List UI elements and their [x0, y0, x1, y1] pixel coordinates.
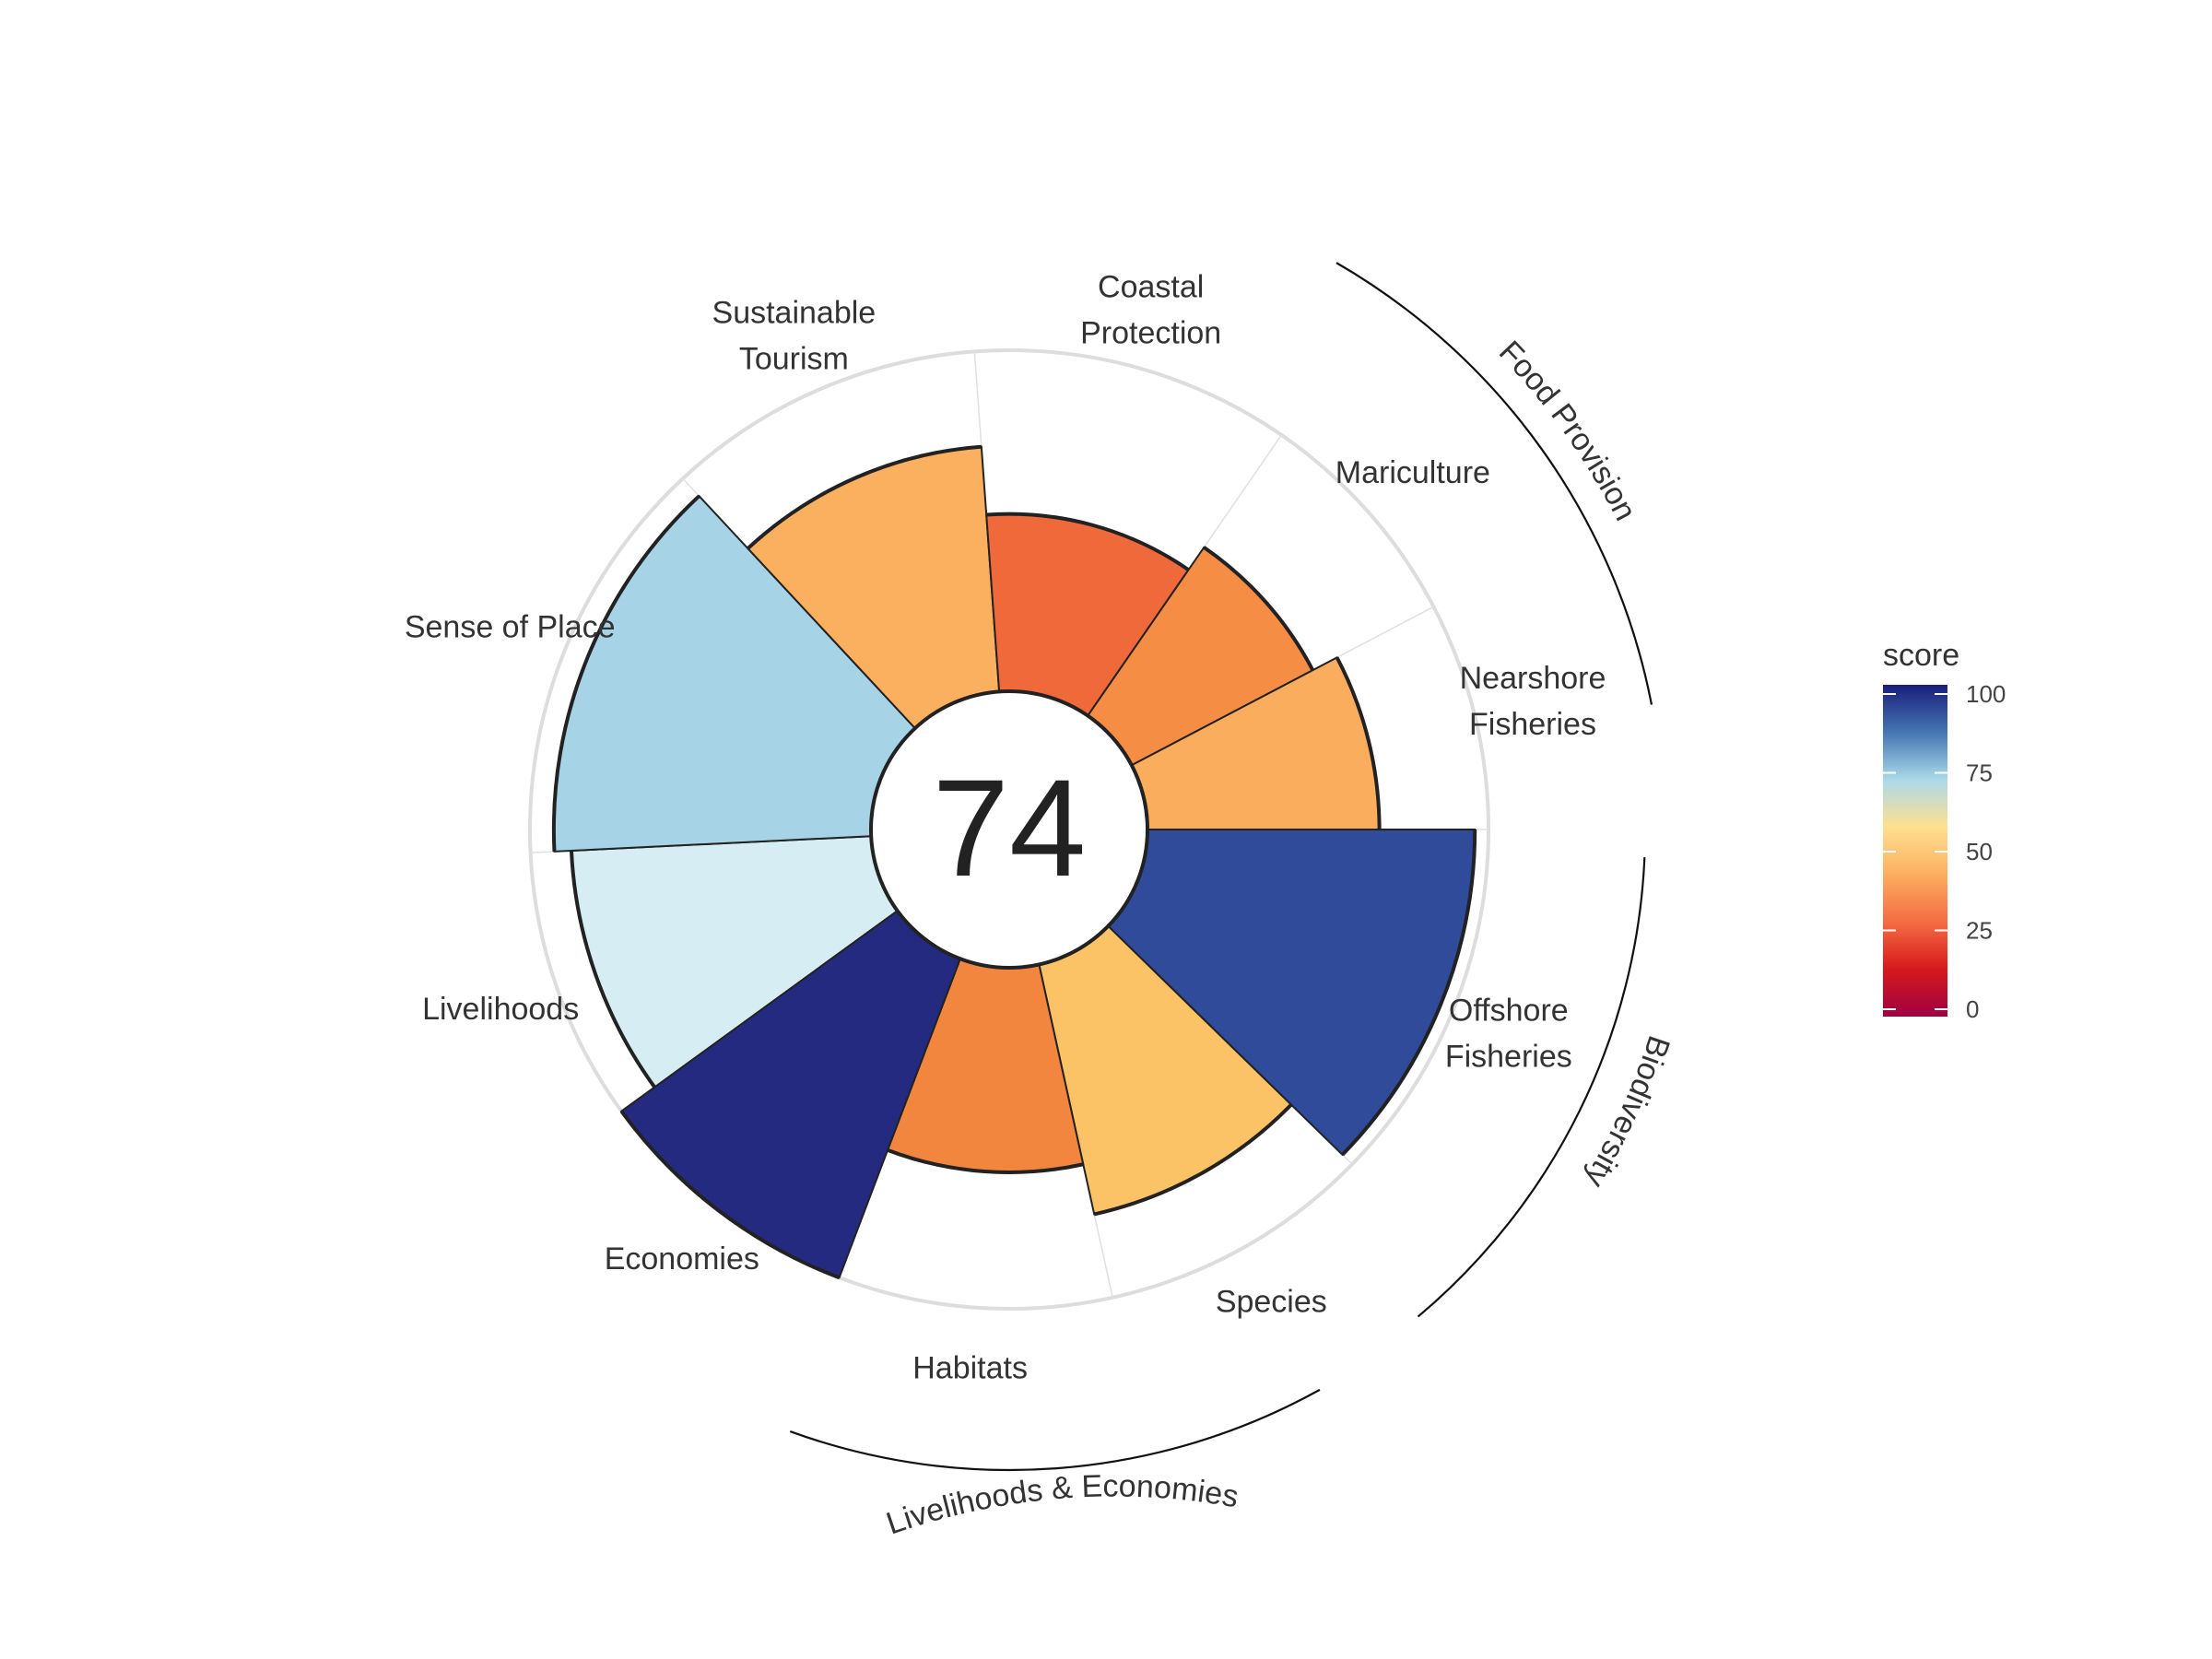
petal-edge-species	[1093, 1103, 1293, 1217]
legend-title: score	[1883, 638, 1959, 673]
center-circle	[869, 689, 1149, 970]
petal-edge-offshore-fisheries	[1341, 829, 1477, 1157]
goal-label-mariculture: Mariculture	[1335, 455, 1490, 490]
score-legend: score 0 25 50 75 100	[1883, 638, 2006, 1023]
legend-ticks: 0 25 50 75 100	[1883, 680, 2006, 1023]
group-bracket-biodiversity	[1417, 857, 1646, 1318]
group-label-biodiversity: Biodiversity	[1578, 1031, 1677, 1194]
goal-label-offshore-fisheries: Offshore Fisheries	[1445, 994, 1572, 1075]
legend-tick-label-50: 50	[1966, 838, 1993, 865]
petal-layer	[551, 444, 1477, 1280]
legend-tick-label-75: 75	[1966, 759, 1993, 787]
group-label-food-provision: Food Provision	[1492, 335, 1643, 526]
overall-score: 74	[933, 750, 1087, 905]
group-bracket-food-provision	[1335, 262, 1653, 705]
goal-label-economies: Economies	[605, 1241, 759, 1277]
petal-edge-economies	[619, 1110, 841, 1280]
legend-tick-label-25: 25	[1966, 917, 1993, 945]
goal-label-species: Species	[1216, 1284, 1327, 1319]
goal-label-sustainable-tourism: Sustainable Tourism	[712, 296, 877, 377]
goal-label-layer: Offshore Fisheries Species Habitats Economie…	[405, 270, 1606, 1386]
goal-label-coastal-protection: Coastal Protection	[1080, 270, 1221, 351]
petal-edge-mariculture	[1203, 546, 1315, 672]
goal-label-nearshore-fisheries: Nearshore Fisheries	[1460, 661, 1606, 742]
petal-edge-nearshore-fisheries	[1335, 656, 1382, 830]
petal-edge-livelihoods	[569, 850, 656, 1088]
legend-tick-label-0: 0	[1966, 995, 1979, 1023]
group-bracket-livelihoods-and-economies	[789, 1388, 1321, 1472]
group-label-livelihoods-and-economies: Livelihoods & Economies	[882, 1468, 1241, 1541]
legend-tick-label-100: 100	[1966, 680, 2006, 708]
petal-edge-coastal-protection	[986, 512, 1190, 571]
petal-edge-sustainable-tourism	[747, 444, 982, 550]
goal-label-habitats: Habitats	[912, 1350, 1028, 1385]
petal-edge-sense-of-place	[551, 494, 700, 852]
goal-label-sense-of-place: Sense of Place	[405, 609, 616, 644]
goal-label-livelihoods: Livelihoods	[422, 992, 579, 1027]
petal-edge-habitats	[887, 1147, 1084, 1174]
